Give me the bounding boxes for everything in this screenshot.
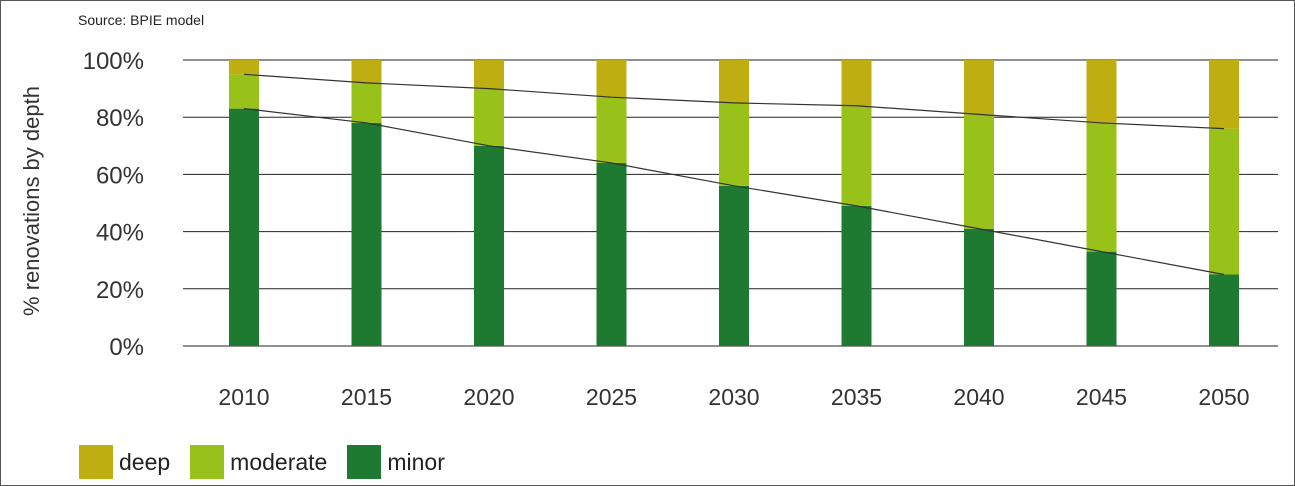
bar-deep-2050 [1209, 60, 1239, 129]
legend-label-deep: deep [119, 448, 171, 475]
bar-deep-2045 [1086, 60, 1117, 123]
y-tick-label: 60% [96, 162, 144, 189]
bar-deep-2010 [229, 60, 259, 75]
legend-swatch-minor [347, 445, 382, 479]
bar-deep-2030 [719, 60, 749, 103]
bar-moderate-2035 [841, 105, 872, 206]
bar-deep-2020 [474, 60, 504, 89]
legend-label-minor: minor [387, 448, 445, 475]
x-tick-label: 2010 [218, 384, 269, 410]
y-tick-label: 20% [96, 277, 144, 304]
legend-swatch-moderate [190, 445, 225, 479]
bar-deep-2025 [596, 60, 627, 98]
bar-moderate-2010 [229, 74, 259, 109]
x-tick-label: 2015 [341, 384, 392, 410]
bar-minor-2010 [229, 108, 259, 347]
bar-moderate-2040 [964, 114, 994, 229]
bar-minor-2045 [1086, 251, 1117, 346]
bar-minor-2030 [719, 185, 749, 346]
legend-item-moderate: moderate [190, 445, 327, 479]
stacked-bar-chart: 0% 20% 40% 60% 80% 100% 2010 2015 2020 2025 2030 20… [83, 48, 1278, 410]
x-tick-label: 2040 [953, 384, 1004, 410]
x-tick-label: 2045 [1076, 384, 1127, 410]
bar-minor-2050 [1209, 274, 1239, 346]
x-tick-label: 2025 [586, 384, 637, 410]
bar-deep-2040 [964, 60, 994, 115]
bar-minor-2040 [964, 228, 994, 346]
legend-item-deep: deep [79, 445, 170, 479]
bar-moderate-2050 [1209, 128, 1239, 275]
bar-moderate-2015 [351, 82, 382, 123]
bar-minor-2020 [474, 145, 504, 346]
x-tick-label: 2030 [708, 384, 759, 410]
y-tick-label: 100% [83, 48, 144, 75]
x-tick-label: 2020 [463, 384, 514, 410]
y-tick-label: 0% [109, 334, 144, 361]
y-tick-label: 80% [96, 105, 144, 132]
bar-minor-2035 [841, 205, 872, 346]
bar-moderate-2030 [719, 102, 749, 186]
bar-moderate-2020 [474, 88, 504, 146]
bar-moderate-2045 [1086, 122, 1117, 252]
legend: deep moderate minor [79, 445, 465, 479]
bar-deep-2015 [351, 60, 382, 83]
trend-line-moderate [243, 73, 1225, 130]
trend-line-minor [243, 108, 1225, 276]
bar-minor-2015 [351, 122, 382, 346]
legend-label-moderate: moderate [230, 448, 328, 475]
bar-deep-2035 [841, 60, 872, 106]
source-note: Source: BPIE model [78, 12, 205, 28]
legend-swatch-deep [79, 445, 113, 479]
x-tick-label: 2050 [1198, 384, 1249, 410]
bar-minor-2025 [596, 162, 627, 346]
bar-moderate-2025 [596, 97, 627, 163]
x-tick-label: 2035 [831, 384, 882, 410]
legend-item-minor: minor [347, 445, 445, 479]
y-tick-label: 40% [96, 220, 144, 247]
